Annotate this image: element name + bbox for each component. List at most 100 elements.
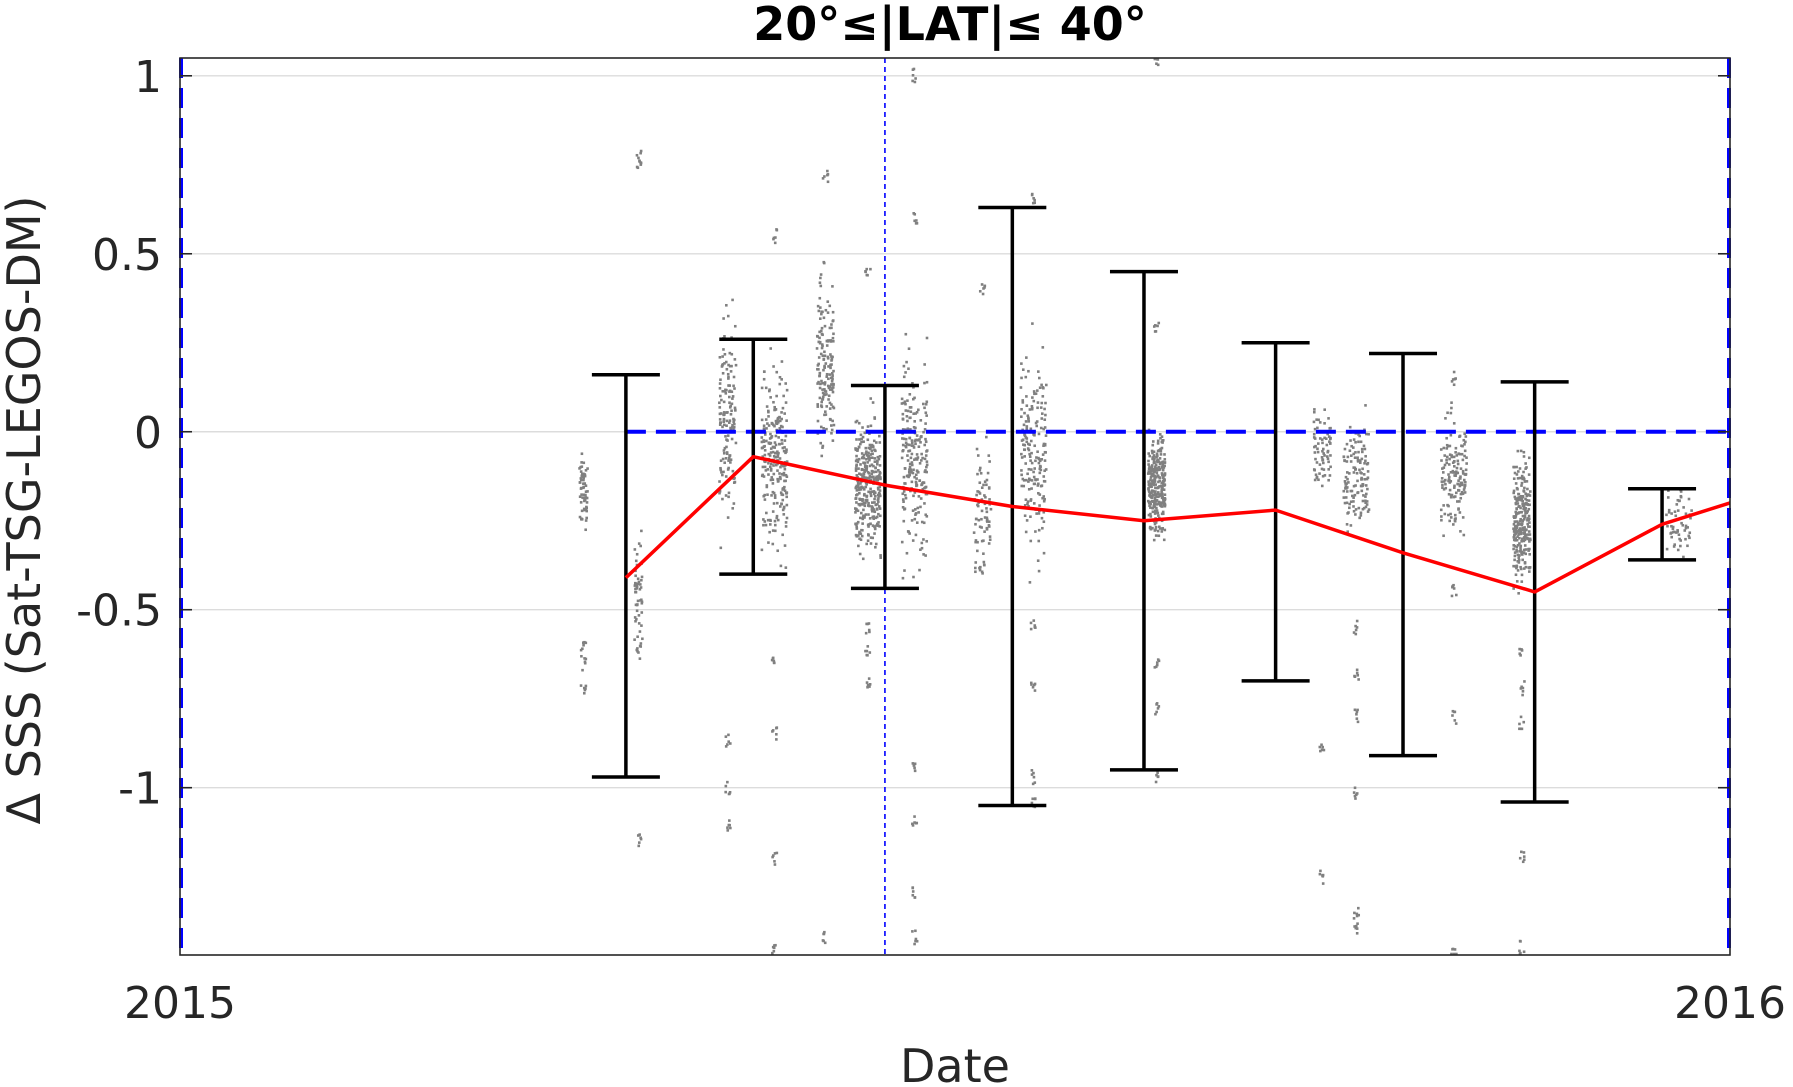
scatter-point: [868, 517, 872, 520]
scatter-point: [905, 443, 909, 446]
scatter-point: [725, 303, 728, 307]
scatter-point: [868, 443, 872, 447]
scatter-point: [909, 468, 913, 472]
scatter-point: [876, 502, 879, 506]
scatter-point: [1686, 526, 1690, 529]
scatter-point: [1147, 480, 1150, 483]
scatter-point: [877, 500, 880, 503]
scatter-point: [1036, 401, 1040, 404]
scatter-point: [1154, 486, 1157, 490]
scatter-point: [1524, 492, 1527, 496]
scatter-point: [724, 784, 728, 788]
scatter-point: [1037, 491, 1040, 495]
scatter-point: [1353, 675, 1357, 679]
scatter-point: [913, 508, 917, 511]
scatter-point: [877, 469, 880, 472]
scatter-point: [637, 542, 641, 545]
scatter-point: [974, 540, 977, 544]
scatter-point: [1353, 456, 1357, 460]
scatter-point: [872, 515, 876, 518]
scatter-point: [858, 438, 861, 441]
scatter-point: [911, 471, 915, 475]
scatter-point: [914, 512, 918, 515]
scatter-point: [733, 476, 736, 480]
scatter-point: [1519, 530, 1523, 534]
scatter-point: [776, 480, 780, 483]
scatter-point: [1364, 505, 1368, 509]
scatter-point: [901, 412, 905, 416]
axis-ticks: [180, 74, 1730, 789]
scatter-point: [1439, 508, 1443, 512]
scatter-point: [1156, 324, 1159, 328]
scatter-point: [1451, 585, 1454, 589]
scatter-point: [730, 364, 733, 368]
scatter-point: [584, 641, 588, 645]
scatter-point: [1146, 472, 1150, 475]
scatter-point: [826, 180, 830, 184]
scatter-point: [1515, 548, 1518, 552]
scatter-point: [1044, 401, 1047, 405]
scatter-point: [904, 493, 907, 497]
scatter-point: [854, 447, 857, 450]
scatter-point: [914, 480, 918, 484]
scatter-point: [829, 353, 832, 356]
scatter-point: [1440, 480, 1444, 483]
scatter-point: [1159, 447, 1163, 451]
scatter-point: [922, 521, 926, 525]
scatter-point: [1515, 530, 1519, 534]
scatter-point: [762, 424, 766, 428]
scatter-point: [1160, 473, 1164, 477]
scatter-point: [866, 438, 870, 442]
scatter-point: [1160, 486, 1164, 489]
scatter-point: [1033, 781, 1037, 784]
scatter-point: [861, 522, 864, 525]
scatter-point: [858, 472, 861, 476]
scatter-point: [1512, 564, 1515, 568]
scatter-point: [912, 575, 915, 579]
scatter-point: [871, 501, 874, 504]
scatter-point: [726, 372, 730, 376]
scatter-point: [1514, 573, 1518, 577]
scatter-point: [1355, 792, 1359, 795]
scatter-point: [582, 496, 586, 500]
scatter-point: [820, 400, 823, 404]
scatter-point: [983, 502, 987, 506]
scatter-point: [925, 463, 929, 467]
scatter-point: [823, 175, 826, 178]
scatter-point: [1517, 558, 1521, 562]
scatter-point: [855, 501, 858, 504]
scatter-point: [727, 377, 730, 380]
scatter-point: [1526, 533, 1530, 536]
scatter-point: [1366, 510, 1370, 513]
scatter-point: [1034, 459, 1037, 463]
scatter-point: [1667, 508, 1671, 512]
scatter-point: [920, 546, 924, 550]
scatter-point: [1160, 496, 1164, 500]
scatter-point: [1156, 454, 1159, 458]
scatter-point: [860, 468, 864, 472]
scatter-point: [924, 454, 928, 457]
scatter-point: [635, 617, 638, 621]
scatter-point: [1028, 581, 1032, 584]
scatter-point: [769, 478, 773, 482]
scatter-point: [857, 544, 860, 548]
scatter-point: [780, 378, 783, 381]
scatter-point: [776, 418, 779, 421]
scatter-point: [1033, 198, 1036, 202]
scatter-point: [827, 365, 830, 368]
scatter-point: [1684, 524, 1688, 528]
scatter-point: [583, 657, 586, 660]
scatter-point: [636, 834, 640, 837]
scatter-point: [719, 412, 723, 415]
scatter-point: [1032, 475, 1036, 479]
scatter-point: [773, 860, 776, 863]
scatter-point: [856, 520, 860, 524]
scatter-point: [1027, 442, 1030, 446]
scatter-point: [874, 449, 877, 453]
scatter-point: [1159, 484, 1163, 488]
scatter-point: [820, 343, 824, 346]
scatter-point: [772, 949, 776, 953]
scatter-point: [864, 446, 868, 450]
scatter-point: [1449, 495, 1453, 499]
scatter-point: [1524, 497, 1527, 501]
